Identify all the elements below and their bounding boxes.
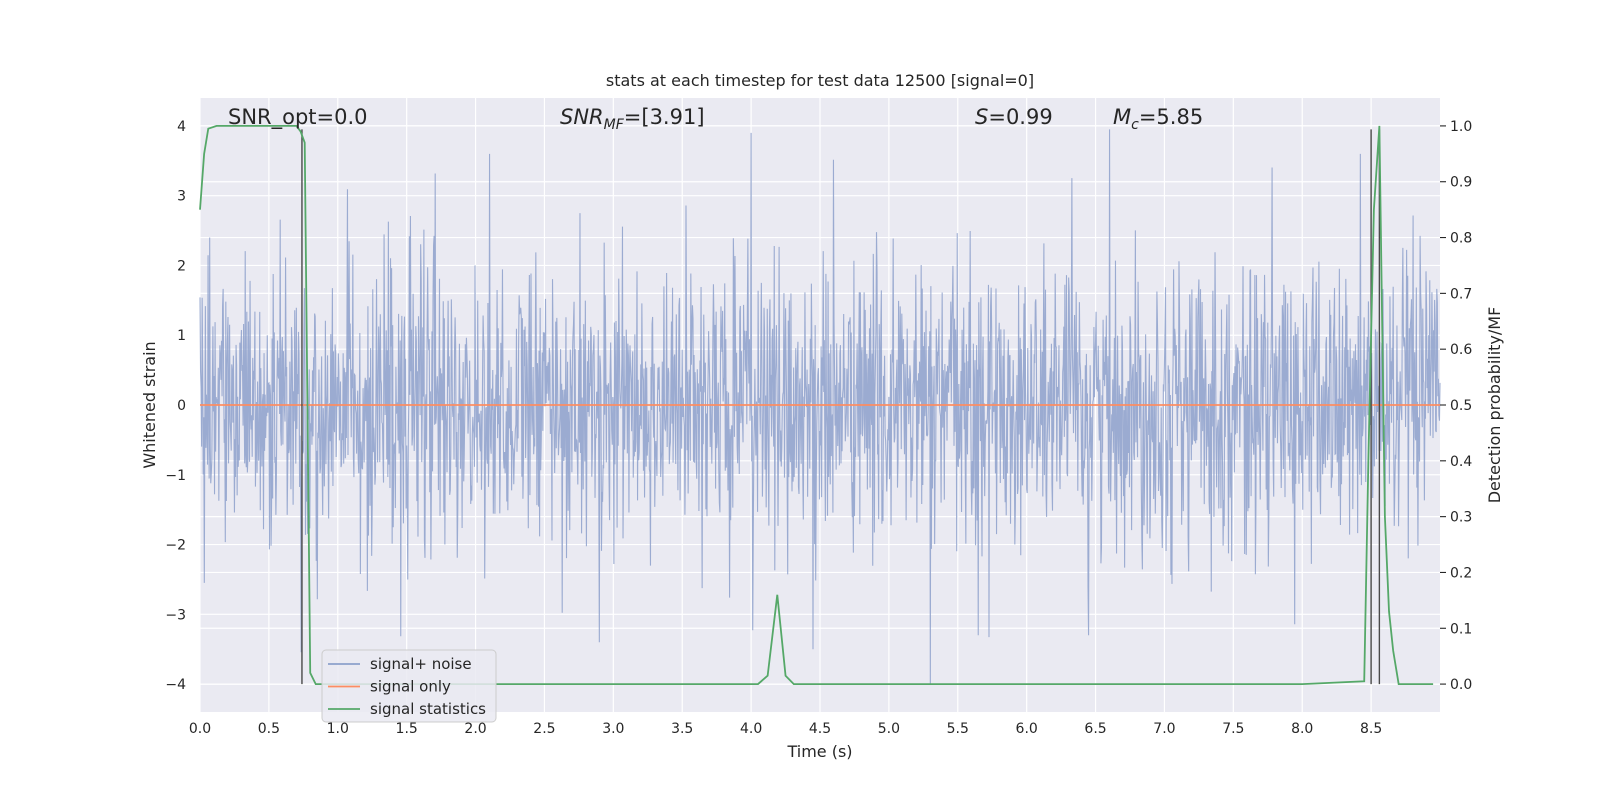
legend-box bbox=[321, 649, 497, 723]
y-left-tick-label: −4 bbox=[165, 677, 186, 693]
y-left-tick-label: 3 bbox=[177, 189, 186, 205]
series-signal-statistics bbox=[199, 125, 1434, 685]
x-tick-label: 4.5 bbox=[809, 721, 831, 737]
y-right-tick-label: 0.8 bbox=[1450, 231, 1472, 247]
x-axis-label: Time (s) bbox=[786, 742, 852, 761]
y-left-tick-label: 4 bbox=[177, 119, 186, 135]
y-left-tick-label: 0 bbox=[177, 398, 186, 414]
mc-subscript: c bbox=[1131, 117, 1139, 133]
x-tick-label: 1.0 bbox=[327, 721, 349, 737]
annotation-snr-opt: SNR_opt=0.0 bbox=[228, 105, 368, 130]
mc-value: =5.85 bbox=[1139, 105, 1203, 129]
vertical-markers bbox=[301, 129, 1381, 685]
signal-noise-line bbox=[199, 129, 1441, 685]
mc-main: M bbox=[1113, 105, 1131, 129]
s-label: S bbox=[975, 105, 988, 129]
y-right-tick-label: 0.3 bbox=[1450, 510, 1472, 526]
annotation-mc: Mc=5.85 bbox=[1113, 105, 1203, 133]
x-tick-label: 8.0 bbox=[1291, 721, 1313, 737]
legend: signal+ noise signal only signal statist… bbox=[321, 649, 497, 723]
x-tick-label: 5.5 bbox=[947, 721, 969, 737]
s-value: =0.99 bbox=[988, 105, 1052, 129]
x-tick-label: 8.5 bbox=[1360, 721, 1382, 737]
y-left-tick-label: 2 bbox=[177, 258, 186, 274]
x-tick-label: 6.5 bbox=[1084, 721, 1106, 737]
y-left-tick-label: −2 bbox=[165, 538, 186, 554]
x-tick-label: 5.0 bbox=[878, 721, 900, 737]
x-tick-label: 3.5 bbox=[671, 721, 693, 737]
y-left-tick-label: −1 bbox=[165, 468, 186, 484]
y-right-tick-label: 1.0 bbox=[1450, 119, 1472, 135]
x-tick-label: 0.0 bbox=[189, 721, 211, 737]
y-left-tick-label: 1 bbox=[177, 328, 186, 344]
y-axis-right-label: Detection probability/MF bbox=[1485, 307, 1504, 504]
y-right-tick-label: 0.9 bbox=[1450, 175, 1472, 191]
x-tick-label: 7.5 bbox=[1222, 721, 1244, 737]
y-left-tick-label: −3 bbox=[165, 607, 186, 623]
y-right-tick-label: 0.5 bbox=[1450, 398, 1472, 414]
snr-mf-subscript: MF bbox=[604, 117, 625, 133]
x-tick-label: 4.0 bbox=[740, 721, 762, 737]
x-tick-label: 2.5 bbox=[533, 721, 555, 737]
x-tick-label: 2.0 bbox=[464, 721, 486, 737]
x-tick-label: 6.0 bbox=[1016, 721, 1038, 737]
annotation-snr-mf: SNRMF=[3.91] bbox=[560, 105, 705, 133]
legend-label-signal-statistics: signal statistics bbox=[370, 700, 486, 718]
signal-statistics-line bbox=[199, 125, 1434, 685]
y-right-tick-label: 0.6 bbox=[1450, 342, 1472, 358]
snr-mf-value: =[3.91] bbox=[624, 105, 705, 129]
x-tick-label: 1.5 bbox=[396, 721, 418, 737]
axes: 0.0 0.5 1.0 1.5 2.0 2.5 3.0 3.5 4.0 4.5 5.0 5.5 6.0 6… bbox=[165, 119, 1472, 737]
x-tick-label: 3.0 bbox=[602, 721, 624, 737]
series-signal-noise bbox=[199, 129, 1441, 685]
y-right-tick-label: 0.2 bbox=[1450, 565, 1472, 581]
annotation-s: S=0.99 bbox=[975, 105, 1053, 129]
legend-label-signal-only: signal only bbox=[370, 678, 451, 696]
x-tick-label: 0.5 bbox=[258, 721, 280, 737]
y-right-tick-label: 0.7 bbox=[1450, 286, 1472, 302]
chart-title: stats at each timestep for test data 125… bbox=[606, 71, 1034, 90]
y-right-tick-label: 0.4 bbox=[1450, 454, 1472, 470]
y-right-tick-label: 0.1 bbox=[1450, 621, 1472, 637]
x-tick-label: 7.0 bbox=[1153, 721, 1175, 737]
legend-label-signal-noise: signal+ noise bbox=[370, 655, 472, 673]
y-right-tick-label: 0.0 bbox=[1450, 677, 1472, 693]
snr-mf-main: SNR bbox=[560, 105, 604, 129]
y-axis-left-label: Whitened strain bbox=[140, 341, 159, 468]
